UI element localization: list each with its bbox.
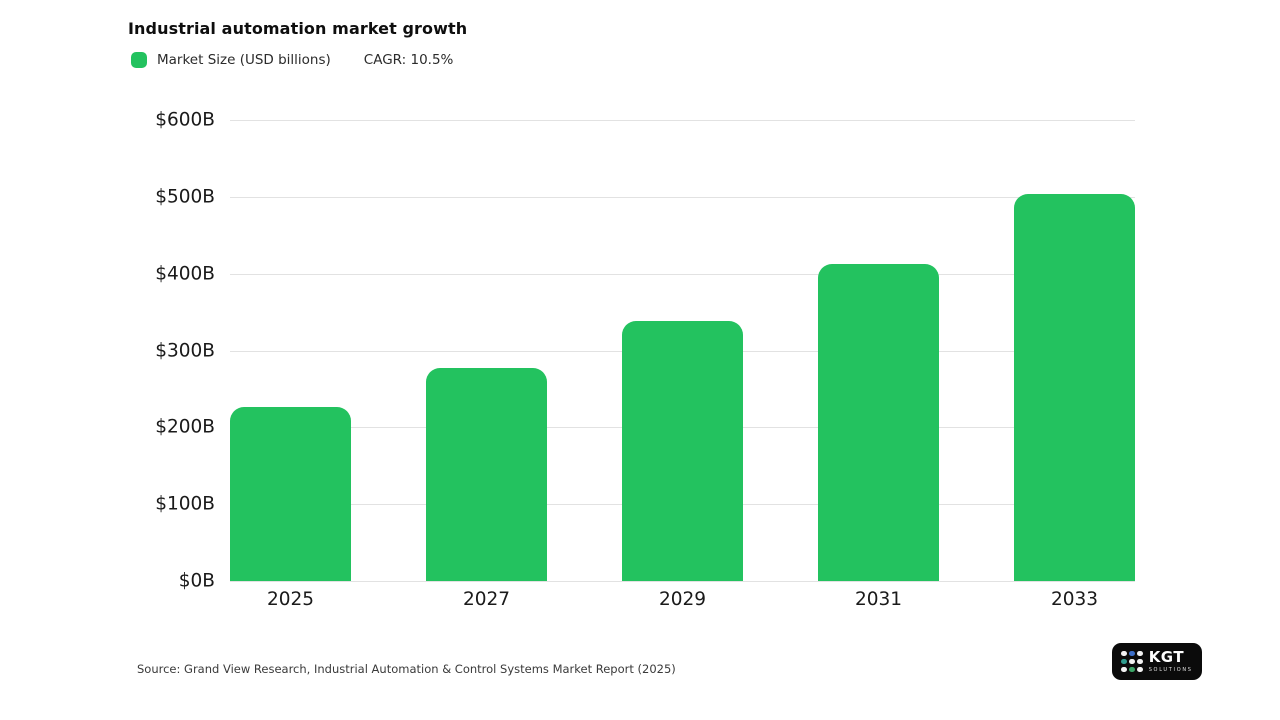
logo-dot-teal [1121, 658, 1127, 665]
cagr-annotation: CAGR: 10.5% [363, 52, 454, 68]
x-axis-labels: 2025 2027 2029 2031 2033 [230, 589, 1135, 617]
kgt-logo-subtitle: SOLUTIONS [1148, 667, 1193, 673]
y-tick-label: $400B [155, 263, 215, 285]
x-tick-label: 2033 [1050, 589, 1099, 610]
gridline [230, 273, 1135, 275]
source-attribution: Source: Grand View Research, Industrial … [137, 662, 676, 676]
y-tick-label: $600B [155, 109, 215, 131]
bar-2027 [426, 368, 547, 581]
gridline [230, 581, 1135, 582]
chart-title: Industrial automation market growth [128, 19, 468, 38]
logo-dot-white [1129, 658, 1135, 665]
gridline [230, 196, 1135, 198]
logo-dot-green [1129, 666, 1135, 673]
chart-legend: Market Size (USD billions) CAGR: 10.5% [131, 52, 453, 68]
y-tick-label: $0B [178, 570, 215, 592]
x-tick-label: 2031 [854, 589, 903, 610]
y-tick-label: $100B [155, 493, 215, 515]
logo-dot-white [1137, 650, 1143, 657]
x-tick-label: 2027 [462, 589, 511, 610]
gridline [230, 120, 1135, 121]
bar-2031 [818, 264, 939, 581]
x-tick-label: 2029 [658, 589, 707, 610]
kgt-logo-dot-grid-icon [1121, 650, 1143, 673]
x-tick-label: 2025 [266, 589, 315, 610]
kgt-logo: KGT SOLUTIONS [1112, 643, 1202, 680]
logo-dot-blue [1129, 650, 1135, 657]
logo-dot-white [1137, 666, 1143, 673]
y-tick-label: $200B [155, 416, 215, 438]
logo-dot-white [1121, 666, 1127, 673]
legend-swatch-icon [131, 52, 147, 68]
kgt-logo-name: KGT [1148, 648, 1185, 666]
logo-dot-white [1121, 650, 1127, 657]
legend-series-label: Market Size (USD billions) [157, 52, 331, 68]
plot-area [230, 120, 1135, 582]
y-tick-label: $500B [155, 186, 215, 208]
bar-2033 [1014, 193, 1135, 581]
y-tick-label: $300B [155, 340, 215, 361]
bar-2025 [230, 406, 351, 581]
logo-dot-white [1137, 658, 1143, 665]
bar-2029 [622, 321, 743, 581]
y-axis-labels: $0B $100B $200B $300B $400B $500B $600B [0, 110, 215, 592]
kgt-logo-text: KGT SOLUTIONS [1148, 648, 1193, 674]
